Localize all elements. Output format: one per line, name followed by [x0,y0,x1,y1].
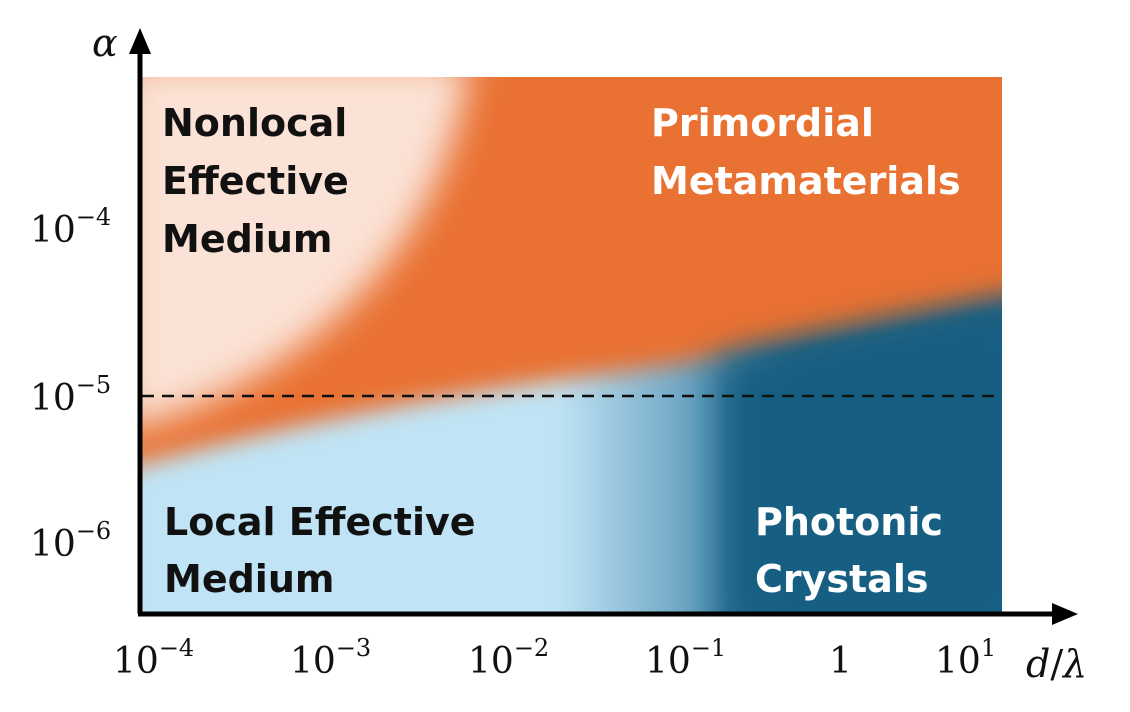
nonlocal-label-line: Nonlocal [162,101,347,145]
nonlocal-label-line: Effective [162,159,349,203]
local-label: Local Effective Medium [164,500,476,601]
local-label-line: Local Effective [164,500,476,544]
y-tick-label: 10−6 [30,517,111,565]
x-axis-arrowhead [1052,603,1078,625]
nonlocal-label-line: Medium [162,217,332,261]
photonic-region [720,304,1002,613]
photonic-label-line: Photonic [755,500,943,544]
x-axis-title: d/λ [1026,642,1087,686]
primordial-label: Primordial Metamaterials [651,101,961,203]
photonic-label: Photonic Crystals [755,500,943,601]
y-tick-label: 10−4 [30,203,111,251]
photonic-label-line: Crystals [755,557,928,601]
x-tick-label: 1 [829,641,852,682]
y-tick-labels: 10−4 10−5 10−6 [30,203,111,565]
region-fills [140,77,1002,613]
x-tick-labels: 10−4 10−3 10−2 10−1 1 101 [113,634,996,682]
x-tick-label: 10−1 [645,634,726,682]
local-label-line: Medium [164,557,334,601]
y-tick-label: 10−5 [30,371,111,419]
primordial-label-line: Metamaterials [651,159,961,203]
primordial-label-line: Primordial [651,101,874,145]
x-tick-label: 10−2 [468,634,549,682]
axes [129,28,1078,625]
y-axis-arrowhead [129,28,151,54]
x-tick-label: 10−4 [113,634,194,682]
y-axis-title: α [92,21,118,65]
nonlocal-region [140,77,468,426]
x-tick-label: 10−3 [290,634,371,682]
nonlocal-label: Nonlocal Effective Medium [162,101,349,261]
x-tick-label: 101 [935,634,996,682]
